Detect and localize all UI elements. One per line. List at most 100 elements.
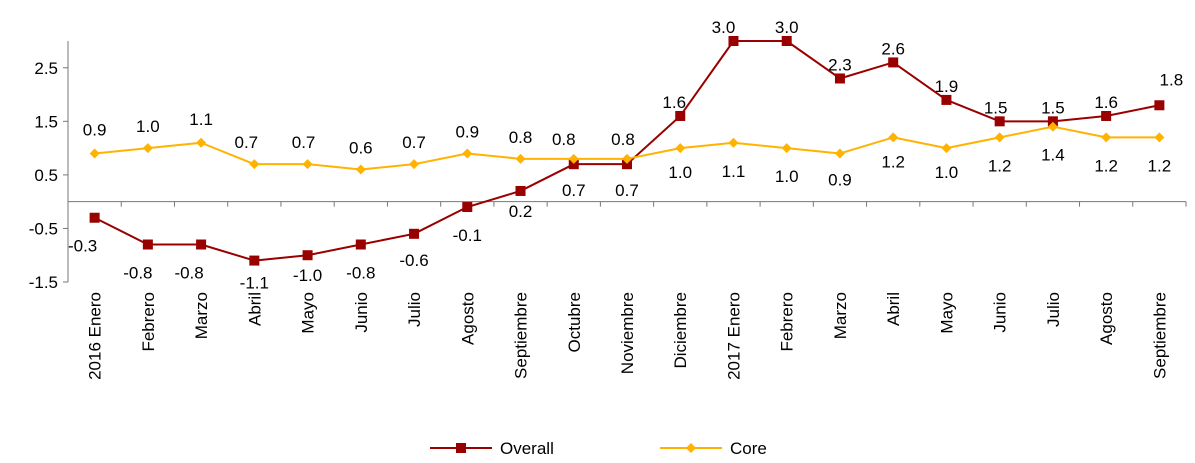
data-label-overall: 0.7: [615, 181, 639, 200]
series-core: [89, 121, 1165, 175]
x-tick-label: Septiembre: [1150, 292, 1169, 379]
data-point-overall: [196, 239, 207, 250]
data-labels: -0.3 -0.8 -0.8 -1.1 -1.0 -0.8 -0.6 -0.1 0.2 0.7 0.…: [68, 18, 1183, 293]
data-label-overall: 0.2: [509, 202, 533, 221]
data-point-overall: [675, 110, 686, 121]
legend-marker-square: [456, 443, 466, 453]
data-point-core: [994, 132, 1005, 143]
x-tick-label: Octubre: [565, 292, 584, 352]
data-point-overall: [89, 212, 100, 223]
data-point-core: [568, 153, 579, 164]
data-label-overall: 1.9: [935, 77, 959, 96]
data-label-overall: 3.0: [775, 18, 799, 37]
data-point-core: [1047, 121, 1058, 132]
data-point-overall: [834, 73, 845, 84]
data-point-overall: [728, 36, 739, 46]
y-tick-label: -1.5: [29, 273, 58, 292]
data-point-core: [888, 132, 899, 143]
x-tick-label: Julio: [1044, 292, 1063, 327]
data-label-overall: 1.5: [984, 98, 1008, 117]
data-point-core: [515, 153, 526, 164]
x-tick-label: Abril: [245, 292, 264, 326]
data-label-core: 0.7: [402, 133, 426, 152]
x-tick-label: Junio: [352, 292, 371, 333]
legend-label: Core: [730, 439, 767, 458]
data-label-core: 1.1: [722, 162, 746, 181]
x-tick-label: Mayo: [299, 292, 318, 334]
data-label-overall: 0.7: [562, 181, 586, 200]
data-point-overall: [249, 255, 260, 266]
y-tick-label: 2.5: [34, 59, 58, 78]
data-point-core: [1101, 132, 1112, 143]
data-point-core: [781, 143, 792, 154]
y-tick-label: 1.5: [34, 112, 58, 131]
x-tick-label: Mayo: [937, 292, 956, 334]
series-layer: [89, 36, 1165, 266]
legend-marker-diamond: [686, 443, 696, 453]
data-label-core: 1.0: [935, 163, 959, 182]
data-label-core: 1.0: [136, 117, 160, 136]
x-tick-label: 2016 Enero: [86, 292, 105, 380]
data-label-core: 1.2: [881, 152, 905, 171]
data-point-core: [462, 148, 473, 159]
data-label-overall: 1.8: [1160, 70, 1184, 89]
data-label-core: 0.9: [83, 120, 107, 139]
data-label-core: 0.6: [349, 139, 373, 158]
series-overall: [89, 36, 1165, 266]
data-label-core: 0.7: [235, 133, 259, 152]
data-point-overall: [994, 116, 1005, 127]
data-point-overall: [462, 202, 473, 213]
x-tick-label: Febrero: [778, 292, 797, 352]
data-point-overall: [515, 185, 526, 196]
x-tick-label: Septiembre: [512, 292, 531, 379]
data-point-core: [196, 137, 207, 148]
data-label-overall: -0.8: [123, 264, 152, 283]
legend-item-overall: Overall: [430, 439, 554, 458]
data-point-overall: [1101, 110, 1112, 121]
data-point-core: [622, 153, 632, 164]
data-label-overall: -0.1: [453, 226, 482, 245]
legend-item-core: Core: [660, 439, 767, 458]
data-label-core: 1.4: [1041, 146, 1065, 165]
data-label-overall: -0.8: [174, 264, 203, 283]
data-label-core: 1.2: [1094, 156, 1118, 175]
data-label-core: 0.7: [292, 133, 316, 152]
data-point-overall: [568, 159, 579, 170]
data-label-overall: -0.8: [346, 264, 375, 283]
data-label-core: 1.2: [988, 156, 1012, 175]
x-tick-label: Abril: [884, 292, 903, 326]
data-label-core: 1.1: [189, 110, 213, 129]
x-tick-label: Febrero: [139, 292, 158, 352]
data-label-core: 1.0: [775, 167, 799, 186]
data-label-core: 0.8: [552, 130, 576, 149]
data-point-overall: [941, 94, 952, 105]
data-label-overall: 2.6: [881, 39, 905, 58]
x-tick-label: Agosto: [458, 292, 477, 345]
x-tick-label: Agosto: [1097, 292, 1116, 345]
data-point-core: [675, 143, 686, 154]
data-point-overall: [142, 239, 153, 250]
x-tick-label: Junio: [991, 292, 1010, 333]
x-tick-label: Marzo: [831, 292, 850, 339]
legend: Overall Core: [430, 439, 767, 458]
x-tick-label: Julio: [405, 292, 424, 327]
data-point-core: [1154, 132, 1165, 143]
data-point-overall: [409, 228, 420, 239]
data-point-core: [728, 137, 739, 148]
x-tick-label: 2017 Enero: [724, 292, 743, 380]
data-label-core: 0.8: [611, 130, 635, 149]
axes: -1.5 -0.5 0.5 1.5 2.5 2016 Enero Febrero Marzo A…: [29, 41, 1187, 380]
data-label-overall: 3.0: [712, 18, 736, 37]
data-label-overall: -1.0: [293, 266, 322, 285]
data-label-core: 0.9: [828, 170, 852, 189]
x-tick-label: Marzo: [192, 292, 211, 339]
data-label-overall: 2.3: [828, 55, 852, 74]
data-point-overall: [355, 239, 366, 250]
data-point-core: [941, 143, 952, 154]
data-point-overall: [781, 36, 792, 46]
data-point-core: [249, 159, 260, 170]
y-tick-label: 0.5: [34, 166, 58, 185]
data-label-overall: -1.1: [240, 274, 269, 293]
data-point-core: [409, 159, 420, 170]
